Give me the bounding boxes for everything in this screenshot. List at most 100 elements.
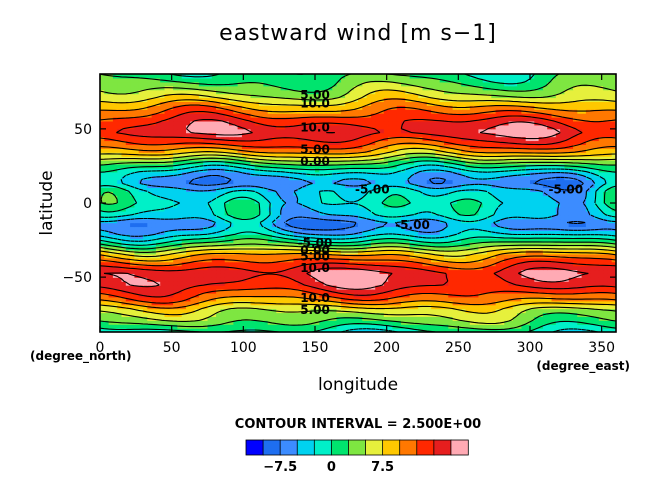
heat-cell	[315, 222, 320, 228]
heat-cell	[456, 273, 462, 278]
heat-cell	[435, 249, 441, 255]
heat-cell	[138, 222, 144, 228]
heat-cell	[284, 273, 290, 278]
heat-cell	[517, 171, 522, 177]
heat-cell	[392, 249, 398, 255]
heat-cell	[168, 218, 174, 224]
heat-cell	[177, 167, 183, 173]
heat-cell	[306, 183, 312, 188]
heat-cell	[482, 308, 488, 314]
heat-cell	[482, 320, 488, 325]
heat-cell	[345, 246, 350, 251]
heat-cell	[289, 210, 295, 216]
heat-cell	[456, 285, 462, 290]
heat-cell	[117, 167, 123, 173]
heat-cell	[521, 226, 527, 231]
heat-cell	[555, 183, 561, 188]
heat-cell	[220, 214, 226, 220]
heat-cell	[577, 308, 583, 314]
heat-cell	[177, 218, 183, 224]
heat-cell	[564, 242, 570, 247]
heat-cell	[323, 265, 329, 271]
heat-cell	[499, 285, 505, 290]
heat-cell	[508, 199, 514, 204]
heat-cell	[186, 246, 191, 251]
heat-cell	[362, 277, 368, 282]
heat-cell	[594, 289, 600, 294]
heat-cell	[577, 175, 583, 181]
heat-cell	[517, 304, 522, 310]
heat-cell	[573, 281, 578, 286]
heat-cell	[259, 238, 264, 243]
heat-cell	[534, 234, 540, 239]
heat-cell	[521, 234, 527, 239]
heat-cell	[289, 167, 295, 173]
heat-cell	[198, 300, 204, 306]
heat-cell	[276, 175, 282, 181]
heat-cell	[203, 191, 209, 196]
heat-cell	[444, 265, 449, 271]
heat-cell	[284, 308, 290, 314]
heat-cell	[229, 218, 234, 224]
heat-cell	[379, 300, 385, 306]
heat-cell	[310, 277, 316, 282]
heat-cell	[375, 308, 381, 314]
heat-cell	[469, 206, 475, 212]
heat-cell	[452, 238, 458, 243]
heat-cell	[332, 218, 338, 224]
heat-cell	[603, 191, 608, 196]
heat-cell	[405, 296, 411, 302]
heat-cell	[104, 175, 110, 181]
heat-cell	[375, 273, 381, 278]
heat-cell	[538, 257, 544, 263]
heat-cell	[345, 285, 350, 290]
heat-cell	[551, 238, 557, 243]
heat-cell	[448, 226, 454, 231]
heat-cell	[349, 300, 355, 306]
heat-cell	[568, 214, 574, 220]
heat-cell	[568, 312, 574, 317]
heat-cell	[164, 203, 170, 208]
heat-cell	[134, 226, 140, 231]
heat-cell	[508, 328, 514, 332]
heat-cell	[280, 328, 286, 332]
heat-cell	[181, 277, 187, 282]
heat-cell	[413, 187, 419, 192]
heat-cell	[426, 179, 432, 185]
heat-cell	[542, 218, 548, 224]
heat-cell	[315, 265, 320, 271]
heat-cell	[194, 210, 200, 216]
heat-cell	[573, 304, 578, 310]
heat-cell	[284, 199, 290, 204]
heat-cell	[306, 265, 312, 271]
heat-cell	[117, 238, 123, 243]
heat-cell	[164, 249, 170, 255]
heat-cell	[207, 320, 213, 325]
heat-cell	[177, 269, 183, 274]
heat-cell	[297, 179, 303, 185]
heat-cell	[422, 238, 428, 243]
heat-cell	[594, 328, 600, 332]
heat-cell	[147, 320, 153, 325]
heat-cell	[452, 285, 458, 290]
heat-cell	[284, 206, 290, 212]
heat-cell	[499, 316, 505, 321]
heat-cell	[461, 265, 467, 271]
heat-cell	[147, 281, 153, 286]
heat-cell	[138, 296, 144, 302]
heat-cell	[332, 195, 338, 200]
heat-cell	[422, 195, 428, 200]
heat-cell	[233, 273, 239, 278]
heat-cell	[207, 206, 213, 212]
heat-cell	[362, 285, 368, 290]
heat-cell	[104, 261, 110, 267]
heat-cell	[216, 218, 221, 224]
heat-cell	[568, 246, 574, 251]
heat-cell	[340, 273, 346, 278]
heat-cell	[134, 328, 140, 332]
heat-cell	[517, 222, 522, 228]
heat-cell	[168, 265, 174, 271]
heat-cell	[439, 171, 445, 177]
heat-cell	[134, 292, 140, 298]
heat-cell	[418, 238, 424, 243]
